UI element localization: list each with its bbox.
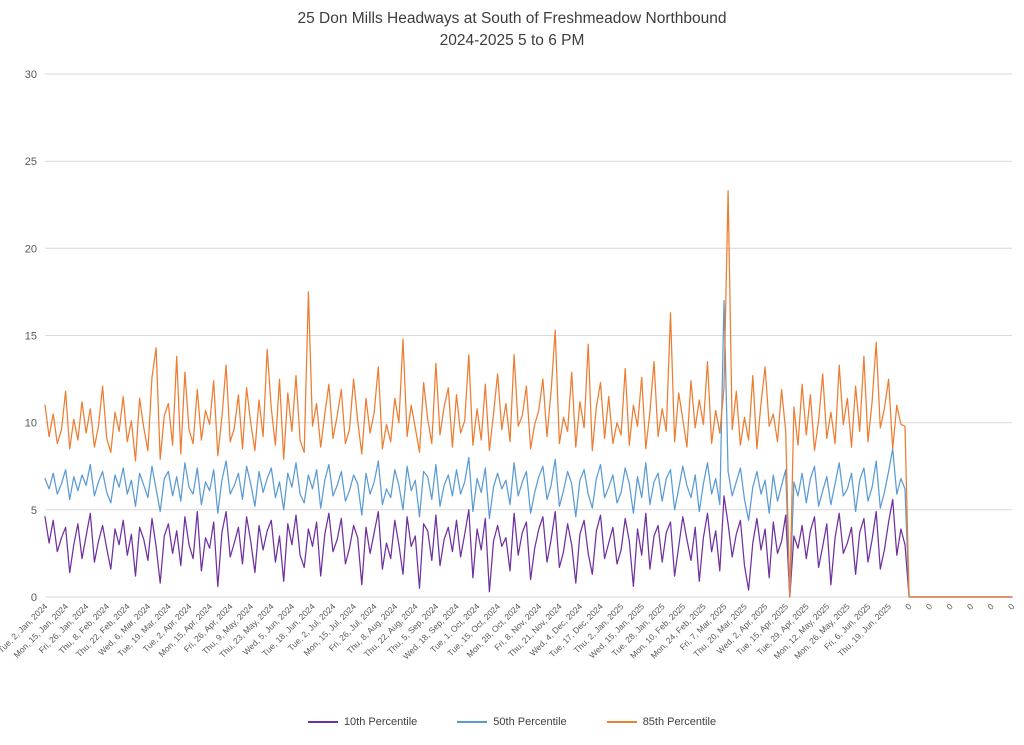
legend-item-10th-percentile: 10th Percentile xyxy=(307,716,418,728)
y-axis-label: 25 xyxy=(25,156,37,168)
legend-swatch xyxy=(457,721,488,723)
legend-item-85th-percentile: 85th Percentile xyxy=(606,716,717,728)
x-axis-label: 0 xyxy=(985,601,996,612)
series-line-50th-percentile xyxy=(44,299,1013,598)
x-axis-label: 0 xyxy=(1006,601,1017,612)
legend-label: 10th Percentile xyxy=(343,716,418,728)
legend-swatch xyxy=(307,721,338,723)
x-axis-label: 0 xyxy=(944,601,955,612)
legend-label: 85th Percentile xyxy=(642,716,717,728)
y-axis-label: 5 xyxy=(31,505,37,517)
y-axis-label: 30 xyxy=(25,69,37,81)
x-axis-label: 0 xyxy=(924,601,935,612)
y-axis-label: 15 xyxy=(25,331,37,343)
x-axis-label: 0 xyxy=(903,601,914,612)
legend-swatch xyxy=(606,721,637,723)
chart-title: 25 Don Mills Headways at South of Freshm… xyxy=(0,8,1024,53)
x-axis-label: 0 xyxy=(965,601,976,612)
series-line-85th-percentile xyxy=(44,190,1013,598)
chart-title-line1: 25 Don Mills Headways at South of Freshm… xyxy=(297,10,727,27)
chart-title-line2: 2024-2025 5 to 6 PM xyxy=(439,32,585,50)
legend-item-50th-percentile: 50th Percentile xyxy=(457,716,567,728)
series-line-10th-percentile xyxy=(44,495,1013,598)
legend: 10th Percentile 50th Percentile 85th Perce… xyxy=(0,716,1024,728)
y-axis-label: 20 xyxy=(25,243,37,255)
y-axis-label: 0 xyxy=(31,592,37,604)
legend-label: 50th Percentile xyxy=(493,716,567,728)
y-axis-label: 10 xyxy=(25,418,37,430)
